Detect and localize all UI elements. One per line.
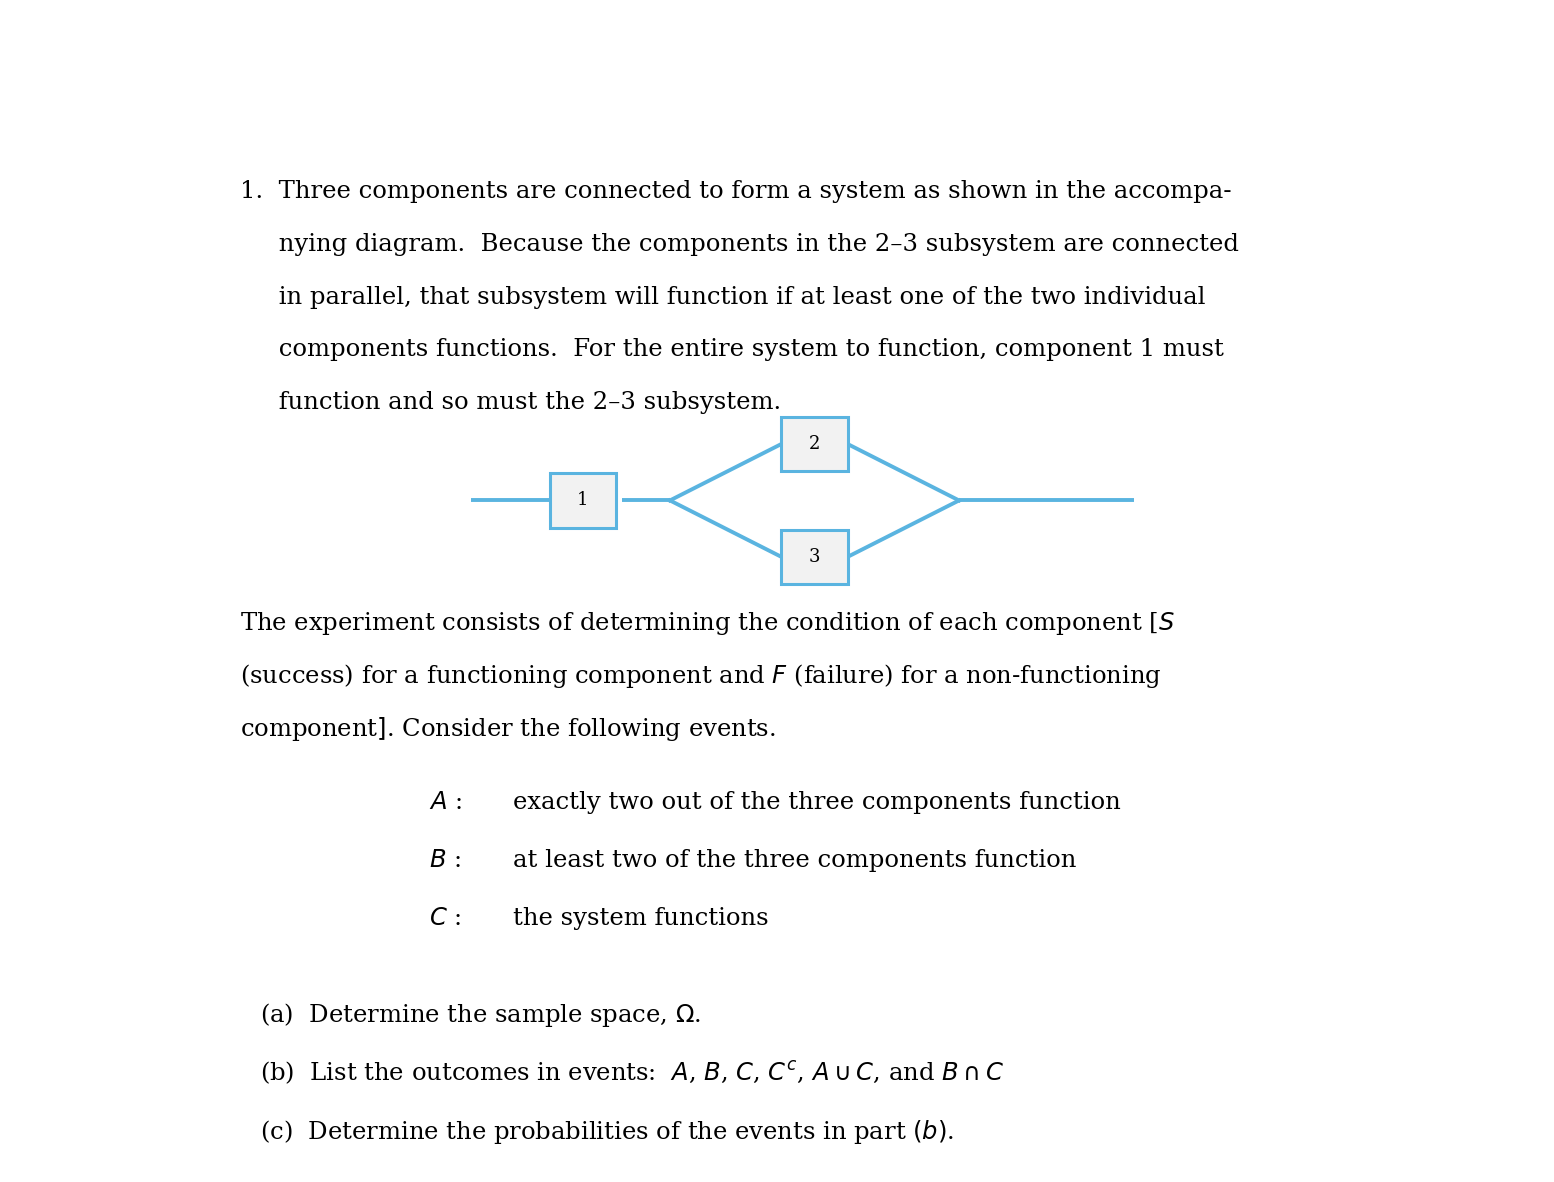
Text: function and so must the 2–3 subsystem.: function and so must the 2–3 subsystem.: [239, 391, 782, 414]
FancyBboxPatch shape: [782, 530, 847, 584]
Text: exactly two out of the three components function: exactly two out of the three components …: [513, 791, 1120, 813]
Text: the system functions: the system functions: [513, 907, 769, 930]
Text: 2: 2: [808, 435, 821, 453]
Text: (b)  List the outcomes in events:  $A$, $B$, $C$, $C^c$, $A \cup C$, and $B \cap: (b) List the outcomes in events: $A$, $B…: [261, 1059, 1005, 1087]
Text: 1.  Three components are connected to form a system as shown in the accompa-: 1. Three components are connected to for…: [239, 180, 1232, 203]
Text: nying diagram.  Because the components in the 2–3 subsystem are connected: nying diagram. Because the components in…: [239, 233, 1239, 255]
Text: components functions.  For the entire system to function, component 1 must: components functions. For the entire sys…: [239, 338, 1225, 362]
Text: (c)  Determine the probabilities of the events in part $(b)$.: (c) Determine the probabilities of the e…: [261, 1117, 954, 1145]
Text: $A$ :: $A$ :: [429, 791, 472, 813]
Text: at least two of the three components function: at least two of the three components fun…: [513, 849, 1077, 872]
FancyBboxPatch shape: [782, 417, 847, 472]
Text: (success) for a functioning component and $F$ (failure) for a non-functioning: (success) for a functioning component an…: [239, 662, 1161, 690]
Text: $C$ :: $C$ :: [429, 907, 471, 930]
Text: 3: 3: [808, 548, 821, 566]
Text: The experiment consists of determining the condition of each component [$S$: The experiment consists of determining t…: [239, 610, 1175, 637]
Text: component$]$. Consider the following events.: component$]$. Consider the following eve…: [239, 715, 775, 743]
Text: in parallel, that subsystem will function if at least one of the two individual: in parallel, that subsystem will functio…: [239, 286, 1206, 309]
Text: $B$ :: $B$ :: [429, 849, 471, 872]
FancyBboxPatch shape: [550, 473, 615, 527]
Text: 1: 1: [577, 492, 589, 509]
Text: (a)  Determine the sample space, $\Omega$.: (a) Determine the sample space, $\Omega$…: [261, 1001, 701, 1030]
